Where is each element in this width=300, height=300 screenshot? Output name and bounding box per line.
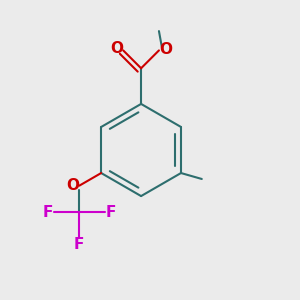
Text: F: F <box>106 205 116 220</box>
Text: O: O <box>66 178 79 193</box>
Text: F: F <box>74 237 85 252</box>
Text: O: O <box>110 41 123 56</box>
Text: O: O <box>159 42 172 57</box>
Text: F: F <box>42 205 53 220</box>
